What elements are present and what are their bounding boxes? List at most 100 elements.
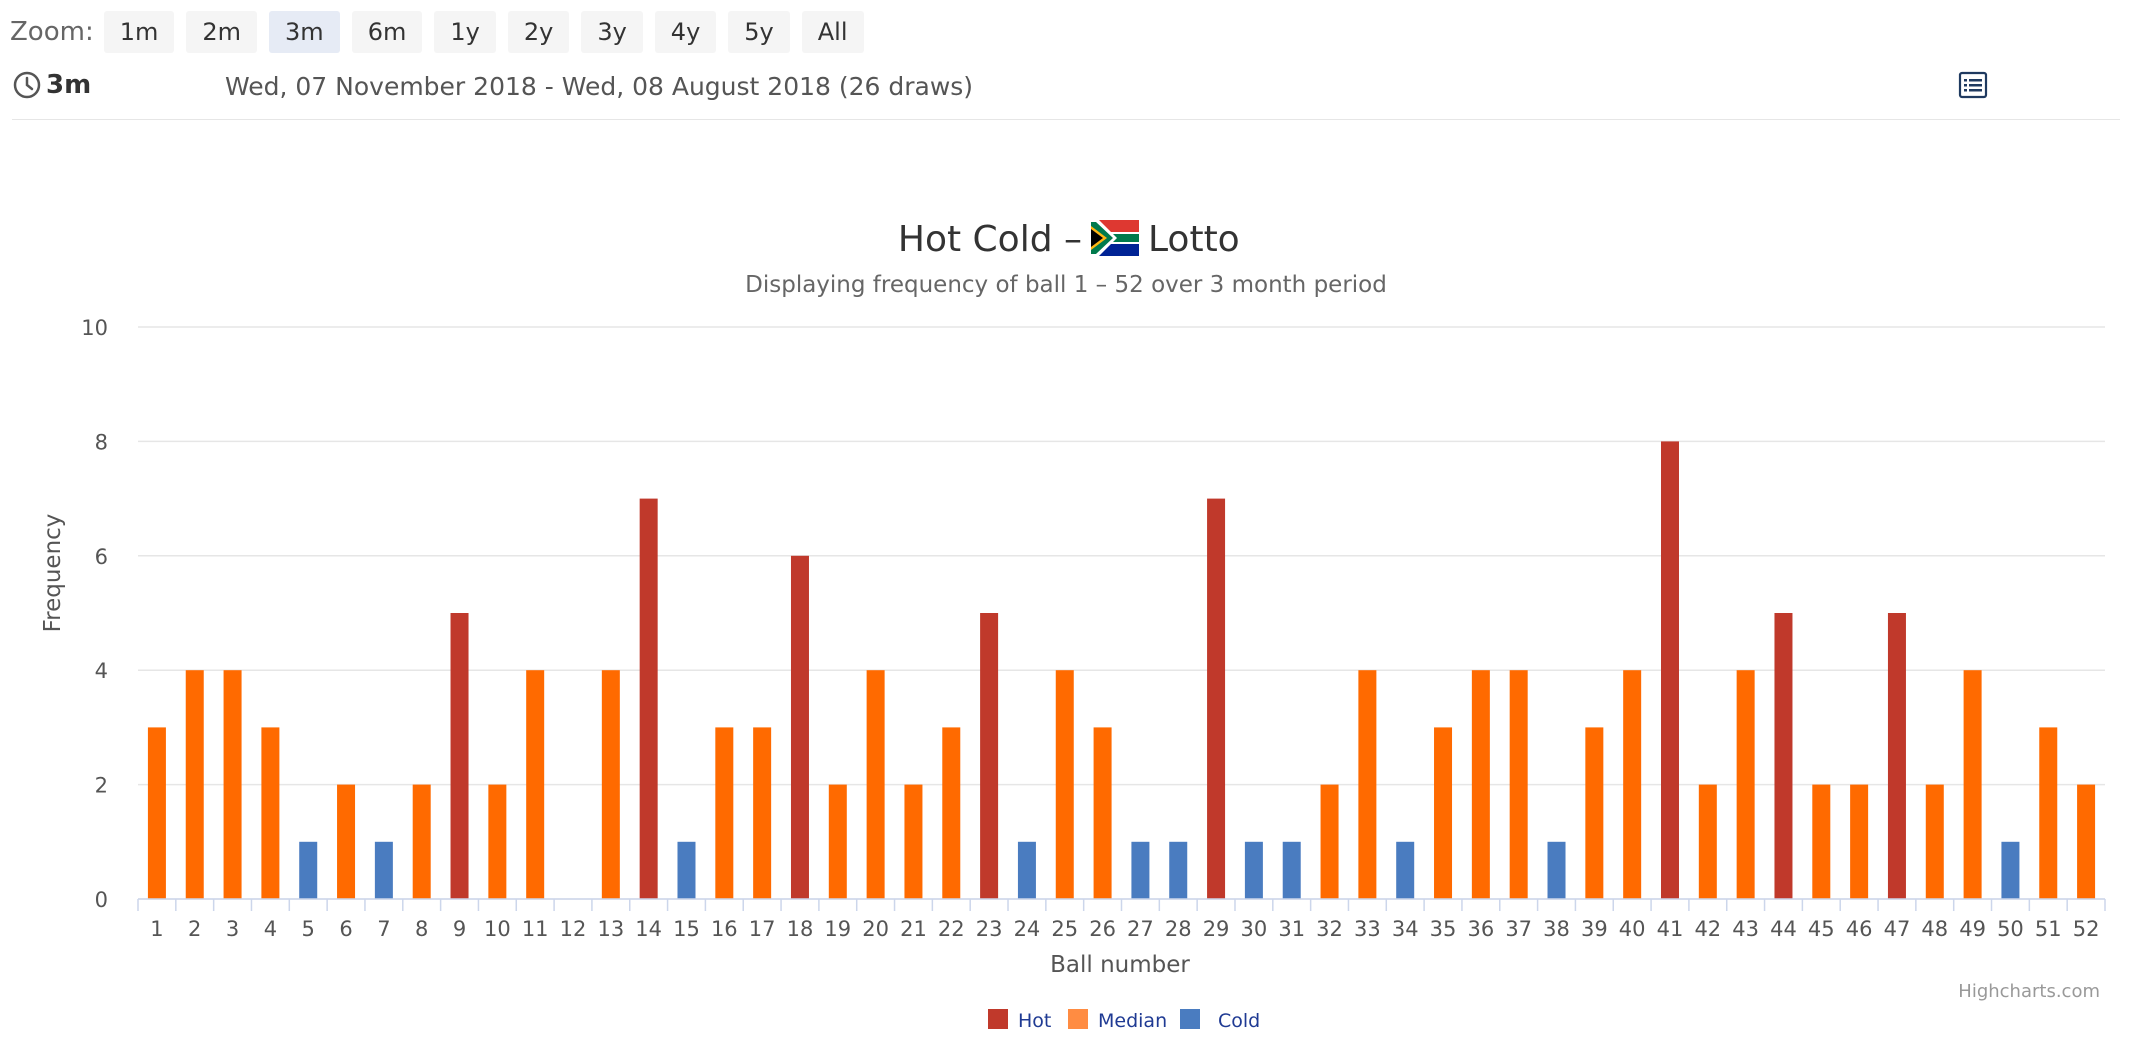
x-tick-label-11: 11 (522, 917, 549, 941)
bar-ball-24[interactable] (1017, 841, 1036, 899)
bar-ball-3[interactable] (223, 670, 242, 899)
x-tick-label-10: 10 (484, 917, 511, 941)
chart-subtitle: Displaying frequency of ball 1 – 52 over… (745, 272, 1387, 298)
x-tick-label-35: 35 (1430, 917, 1457, 941)
y-tick-label-0: 0 (95, 888, 108, 912)
credits[interactable]: Highcharts.com (1958, 981, 2100, 1002)
x-tick-label-5: 5 (302, 917, 315, 941)
bar-ball-8[interactable] (412, 784, 431, 899)
x-tick-label-46: 46 (1846, 917, 1873, 941)
bar-ball-32[interactable] (1320, 784, 1339, 899)
bar-ball-35[interactable] (1434, 727, 1453, 899)
bar-ball-37[interactable] (1509, 670, 1528, 899)
south-africa-flag-icon (1091, 220, 1139, 256)
bar-ball-10[interactable] (488, 784, 507, 899)
clock-icon (13, 71, 41, 99)
bar-ball-39[interactable] (1585, 727, 1604, 899)
legend-item-cold[interactable]: Cold (1180, 1009, 1260, 1032)
bar-ball-23[interactable] (980, 613, 999, 899)
bar-ball-46[interactable] (1850, 784, 1869, 899)
bar-ball-28[interactable] (1169, 841, 1188, 899)
zoom-button-all[interactable]: All (801, 11, 864, 53)
bar-ball-6[interactable] (337, 784, 356, 899)
bar-ball-47[interactable] (1887, 613, 1906, 899)
zoom-button-2y[interactable]: 2y (507, 11, 570, 53)
bar-ball-41[interactable] (1660, 441, 1679, 899)
bar-ball-48[interactable] (1925, 784, 1944, 899)
zoom-button-6m[interactable]: 6m (351, 11, 423, 53)
bar-ball-7[interactable] (374, 841, 393, 899)
bar-ball-33[interactable] (1358, 670, 1377, 899)
bar-ball-43[interactable] (1736, 670, 1755, 899)
x-tick-label-17: 17 (749, 917, 776, 941)
x-tick-label-39: 39 (1581, 917, 1608, 941)
bar-ball-1[interactable] (147, 727, 166, 899)
x-axis: 1 2 3 4 5 6 7 8 9 10 11 12 13 14 15 16 17 18 19 20 21 22 23 24 2… (137, 898, 2106, 941)
x-tick-label-9: 9 (453, 917, 466, 941)
period-row: 3m Wed, 07 November 2018 - Wed, 08 Augus… (12, 66, 2120, 110)
legend-item-hot[interactable]: Hot (988, 1009, 1051, 1032)
x-tick-label-44: 44 (1770, 917, 1797, 941)
bar-ball-19[interactable] (828, 784, 847, 899)
x-tick-label-13: 13 (597, 917, 624, 941)
bar-ball-52[interactable] (2077, 784, 2096, 899)
bar-ball-40[interactable] (1623, 670, 1642, 899)
x-tick-label-40: 40 (1619, 917, 1646, 941)
bar-ball-9[interactable] (450, 613, 469, 899)
bar-ball-21[interactable] (904, 784, 923, 899)
bar-ball-11[interactable] (526, 670, 545, 899)
bar-ball-44[interactable] (1774, 613, 1793, 899)
legend-item-median[interactable]: Median (1068, 1009, 1167, 1032)
bar-ball-36[interactable] (1471, 670, 1490, 899)
zoom-button-2m[interactable]: 2m (186, 11, 258, 53)
bar-ball-50[interactable] (2001, 841, 2020, 899)
bar-ball-26[interactable] (1093, 727, 1112, 899)
bar-ball-51[interactable] (2039, 727, 2058, 899)
bar-ball-4[interactable] (261, 727, 280, 899)
bar-ball-27[interactable] (1131, 841, 1150, 899)
bar-ball-2[interactable] (185, 670, 204, 899)
x-tick-label-19: 19 (824, 917, 851, 941)
x-tick-label-1: 1 (150, 917, 163, 941)
bar-ball-29[interactable] (1207, 498, 1226, 899)
period-value: 3m (46, 70, 92, 100)
x-tick-label-22: 22 (938, 917, 965, 941)
bar-ball-31[interactable] (1282, 841, 1301, 899)
bars (147, 441, 2096, 899)
zoom-button-5y[interactable]: 5y (728, 11, 790, 53)
y-tick-labels: 0 2 4 6 8 10 (81, 316, 108, 912)
legend-label-median: Median (1098, 1010, 1167, 1032)
bar-ball-30[interactable] (1244, 841, 1263, 899)
bar-ball-34[interactable] (1396, 841, 1415, 899)
bar-ball-42[interactable] (1698, 784, 1717, 899)
bar-ball-13[interactable] (601, 670, 620, 899)
x-tick-label-29: 29 (1203, 917, 1230, 941)
bar-ball-45[interactable] (1812, 784, 1831, 899)
zoom-button-1y[interactable]: 1y (434, 11, 496, 53)
bar-ball-14[interactable] (639, 498, 658, 899)
x-tick-label-14: 14 (635, 917, 662, 941)
x-tick-label-30: 30 (1241, 917, 1268, 941)
zoom-button-4y[interactable]: 4y (654, 11, 717, 53)
x-tick-label-28: 28 (1165, 917, 1192, 941)
zoom-button-1m[interactable]: 1m (103, 11, 175, 53)
zoom-button-3y[interactable]: 3y (581, 11, 643, 53)
bar-ball-25[interactable] (1055, 670, 1074, 899)
x-tick-label-27: 27 (1127, 917, 1154, 941)
bar-ball-20[interactable] (866, 670, 885, 899)
bar-ball-15[interactable] (677, 841, 696, 899)
y-tick-label-6: 6 (95, 545, 108, 569)
zoom-button-3m[interactable]: 3m (269, 11, 340, 53)
x-tick-label-25: 25 (1051, 917, 1078, 941)
bar-ball-18[interactable] (790, 555, 809, 899)
bar-ball-49[interactable] (1963, 670, 1982, 899)
bar-ball-22[interactable] (942, 727, 961, 899)
bar-ball-5[interactable] (299, 841, 318, 899)
bar-ball-38[interactable] (1547, 841, 1566, 899)
bar-ball-16[interactable] (715, 727, 734, 899)
divider (12, 119, 2120, 120)
y-tick-label-8: 8 (95, 430, 108, 454)
bar-ball-17[interactable] (753, 727, 772, 899)
list-icon[interactable] (1957, 69, 1989, 101)
x-tick-label-38: 38 (1543, 917, 1570, 941)
